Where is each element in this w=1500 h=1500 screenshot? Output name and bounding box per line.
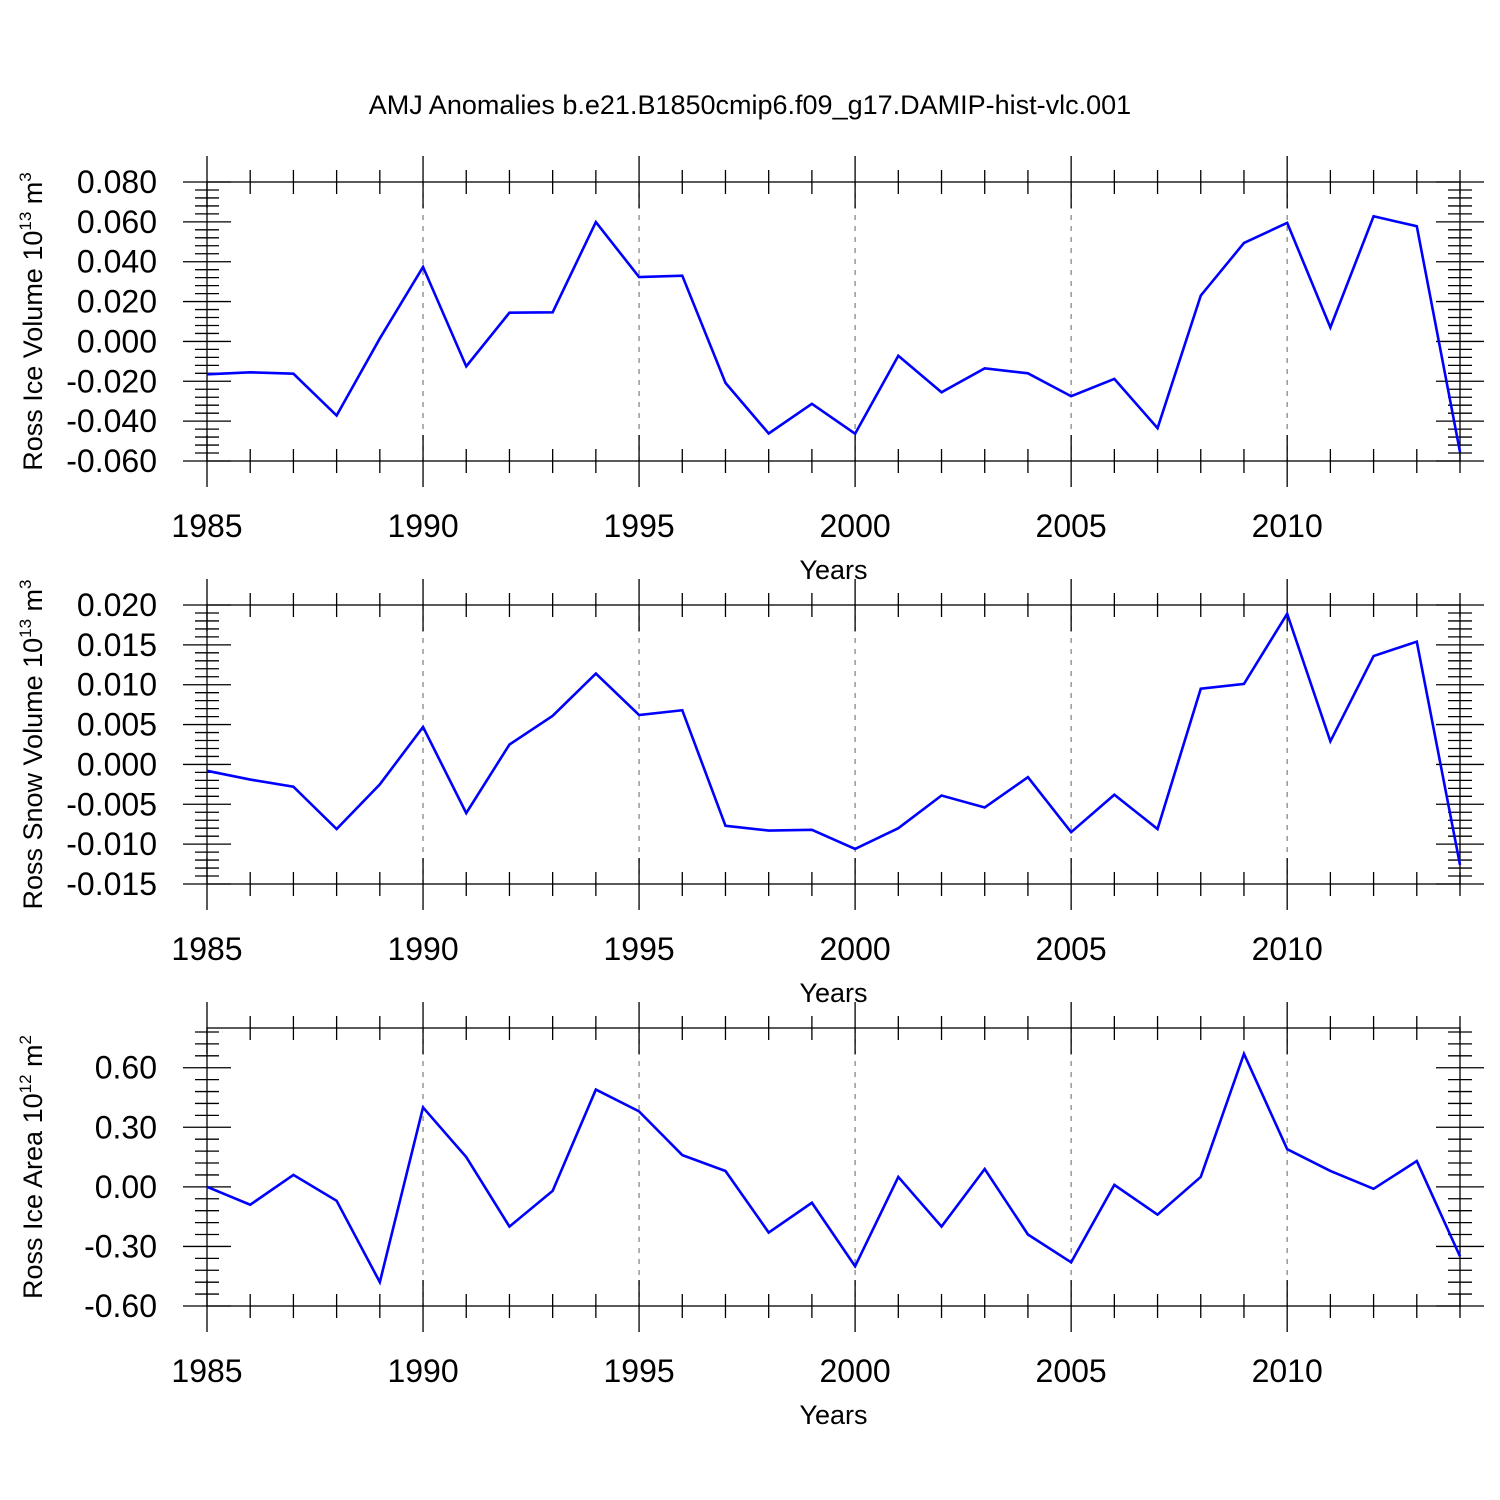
chart-panel-3: 0.60 0.30 0.00 -0.30 -0.60 1985 1990 1995 2000 20… bbox=[16, 1002, 1484, 1430]
y-tick-label: -0.015 bbox=[66, 866, 157, 902]
y-tick-label: -0.005 bbox=[66, 786, 157, 822]
y-tick-label: 0.020 bbox=[77, 587, 157, 623]
y-axis-title: Ross Ice Area 1012 m2 bbox=[16, 1035, 48, 1299]
x-tick-label-2005: 2005 bbox=[1036, 931, 1107, 967]
y-axis-title: Ross Snow Volume 1013 m3 bbox=[16, 579, 48, 909]
y-tick-label: -0.010 bbox=[66, 826, 157, 862]
x-tick-label-1985: 1985 bbox=[171, 1353, 242, 1389]
y-tick-label: -0.30 bbox=[84, 1228, 157, 1264]
y-tick-label: 0.00 bbox=[95, 1169, 157, 1205]
series-line-1 bbox=[206, 610, 1462, 866]
x-tick-label-2000: 2000 bbox=[820, 1353, 891, 1389]
x-tick-label-1995: 1995 bbox=[603, 931, 674, 967]
x-axis-title: Years bbox=[799, 978, 867, 1008]
y-axis-title: Ross Ice Volume 1013 m3 bbox=[16, 172, 48, 471]
plot-frame bbox=[206, 604, 1461, 885]
y-tick-label: -0.040 bbox=[66, 403, 157, 439]
y-tick-label: 0.010 bbox=[77, 667, 157, 703]
y-tick-label: 0.005 bbox=[77, 707, 157, 743]
series-line-1 bbox=[206, 214, 1462, 453]
x-tick-label-2000: 2000 bbox=[820, 508, 891, 544]
y-tick-label: 0.060 bbox=[77, 204, 157, 240]
y-tick-label: -0.020 bbox=[66, 363, 157, 399]
plot-frame bbox=[206, 1027, 1461, 1307]
x-tick-label-1985: 1985 bbox=[171, 508, 242, 544]
x-tick-label-1995: 1995 bbox=[603, 508, 674, 544]
x-tick-label-2010: 2010 bbox=[1252, 1353, 1323, 1389]
x-tick-label-1985: 1985 bbox=[171, 931, 242, 967]
y-tick-label: 0.000 bbox=[77, 323, 157, 359]
chart-title: AMJ Anomalies b.e21.B1850cmip6.f09_g17.D… bbox=[368, 90, 1132, 120]
series-line-1 bbox=[206, 1050, 1462, 1286]
x-tick-label-2010: 2010 bbox=[1252, 931, 1323, 967]
x-tick-label-2005: 2005 bbox=[1036, 1353, 1107, 1389]
x-tick-label-2005: 2005 bbox=[1036, 508, 1107, 544]
y-tick-label: 0.080 bbox=[77, 164, 157, 200]
x-tick-label-1990: 1990 bbox=[387, 508, 458, 544]
x-tick-label-1990: 1990 bbox=[387, 1353, 458, 1389]
y-tick-label: 0.040 bbox=[77, 244, 157, 280]
y-tick-label: -0.60 bbox=[84, 1288, 157, 1324]
x-tick-label-1995: 1995 bbox=[603, 1353, 674, 1389]
y-tick-label: 0.000 bbox=[77, 746, 157, 782]
x-tick-label-2000: 2000 bbox=[820, 931, 891, 967]
x-tick-label-2010: 2010 bbox=[1252, 508, 1323, 544]
y-tick-label: -0.060 bbox=[66, 443, 157, 479]
y-tick-label: 0.60 bbox=[95, 1050, 157, 1086]
y-tick-label: 0.30 bbox=[95, 1109, 157, 1145]
y-tick-label: 0.020 bbox=[77, 284, 157, 320]
x-axis-title: Years bbox=[799, 1400, 867, 1430]
plot-frame bbox=[206, 181, 1461, 462]
x-tick-label-1990: 1990 bbox=[387, 931, 458, 967]
y-tick-label: 0.015 bbox=[77, 627, 157, 663]
x-axis-title: Years bbox=[799, 555, 867, 585]
